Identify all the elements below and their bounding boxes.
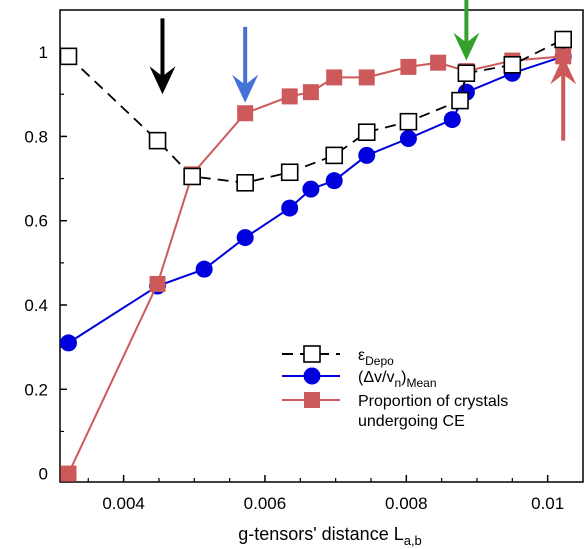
data-point	[358, 69, 375, 86]
x-tick-label: 0.004	[102, 494, 145, 513]
data-point	[326, 69, 343, 86]
plot-border	[59, 9, 584, 483]
series-line	[67, 55, 564, 475]
data-point	[430, 54, 447, 71]
data-point	[325, 172, 343, 190]
x-tick-label: 0.008	[385, 494, 428, 513]
x-tick-label: 0.006	[244, 494, 287, 513]
x-axis-title: g-tensors' distance La,b	[238, 524, 422, 548]
data-point	[236, 173, 254, 192]
data-point	[357, 123, 376, 142]
data-point	[399, 130, 417, 148]
x-tick-label: 0.01	[531, 494, 564, 513]
data-point	[59, 334, 77, 352]
y-tick-label: 0.4	[24, 296, 48, 315]
data-point	[302, 180, 320, 198]
series-line	[67, 38, 564, 184]
series-epsilon-depo	[59, 30, 573, 192]
data-point	[60, 465, 77, 482]
data-point	[451, 91, 469, 110]
y-tick-label: 0.6	[24, 212, 48, 231]
y-tick-label: 0.2	[24, 380, 48, 399]
data-point	[281, 199, 299, 217]
data-point	[457, 64, 476, 83]
down-arrow-icon	[232, 26, 259, 103]
down-arrow-icon	[149, 18, 176, 95]
data-point	[148, 131, 167, 150]
data-point	[237, 105, 254, 122]
arrow-head	[232, 74, 259, 103]
data-point	[400, 58, 417, 75]
legend-item-proportion-ce: Proportion of crystals undergoing CE	[282, 392, 508, 430]
data-point	[59, 47, 78, 66]
data-point	[195, 260, 213, 278]
legend: εDepo(Δv/vn)Mean Proportion of crystals un…	[282, 345, 508, 430]
data-point	[325, 146, 344, 165]
annotation-layer	[149, 0, 577, 141]
y-tick-label: 0.8	[24, 127, 48, 146]
legend-label: Proportion of crystals undergoing CE	[358, 393, 508, 430]
data-point	[149, 275, 166, 292]
data-point	[503, 55, 522, 74]
legend-swatch-marker	[304, 392, 320, 408]
y-axis: 0 0.2 0.4 0.6 0.8 1	[24, 43, 67, 484]
data-point	[302, 84, 319, 101]
series-layer	[59, 30, 573, 482]
legend-swatch-marker	[303, 367, 321, 385]
series-proportion-ce	[60, 48, 572, 482]
legend-item-delta-v-mean: (Δv/vn)Mean	[282, 367, 437, 390]
arrow-head	[453, 32, 480, 61]
data-point	[183, 167, 201, 186]
data-point	[443, 111, 461, 129]
legend-item-epsilon-depo: εDepo	[282, 345, 394, 368]
data-point	[236, 229, 254, 247]
y-tick-label: 0	[39, 465, 48, 484]
data-point	[399, 112, 418, 131]
legend-label: (Δv/vn)Mean	[358, 369, 437, 390]
legend-label: εDepo	[358, 347, 394, 368]
data-point	[358, 146, 376, 164]
down-arrow-icon	[453, 0, 480, 61]
plot-frame	[59, 9, 584, 483]
arrow-head	[550, 56, 577, 85]
legend-swatch-marker	[303, 345, 321, 363]
up-arrow-icon	[550, 56, 577, 141]
y-tick-label: 1	[39, 43, 48, 62]
data-point	[554, 30, 573, 49]
data-point	[280, 163, 299, 182]
x-axis: 0.004 0.006 0.008 0.01	[87, 475, 564, 513]
data-point	[281, 88, 298, 105]
arrow-head	[149, 66, 176, 95]
